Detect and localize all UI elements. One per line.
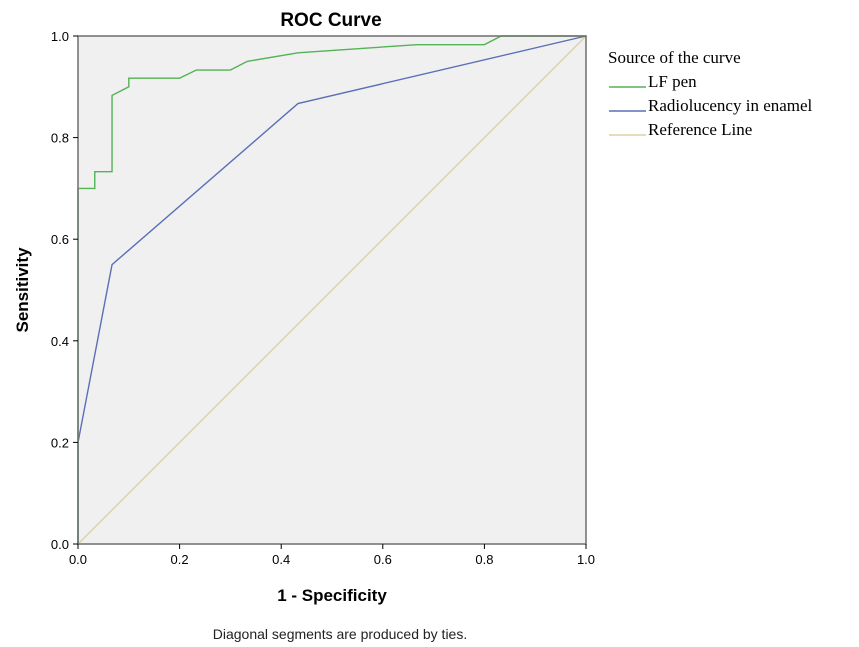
x-tick-label: 0.6 (374, 552, 392, 567)
y-tick-label: 0.2 (51, 435, 69, 450)
y-tick-label: 0.4 (51, 334, 69, 349)
legend-label-lf-pen: LF pen (648, 72, 697, 91)
legend-label-reference-line: Reference Line (648, 120, 752, 139)
y-axis: 0.0 0.2 0.4 0.6 0.8 1.0 (51, 29, 78, 552)
x-tick-label: 0.0 (69, 552, 87, 567)
y-tick-label: 1.0 (51, 29, 69, 44)
x-axis-title: 1 - Specificity (277, 586, 387, 605)
footnote: Diagonal segments are produced by ties. (213, 626, 467, 642)
x-tick-label: 0.8 (475, 552, 493, 567)
x-axis: 0.0 0.2 0.4 0.6 0.8 1.0 (69, 544, 595, 567)
legend-label-radiolucency-in-enamel: Radiolucency in enamel (648, 96, 813, 115)
plot-frame (77, 35, 587, 545)
legend-items: LF pen Radiolucency in enamel Reference Li… (609, 72, 813, 139)
chart-title: ROC Curve (280, 10, 381, 31)
legend-title: Source of the curve (608, 48, 741, 67)
legend: Source of the curve LF pen Radiolucency i… (608, 48, 813, 139)
series-line-lf-pen (77, 35, 586, 544)
y-axis-title: Sensitivity (13, 247, 32, 333)
x-tick-label: 0.2 (171, 552, 189, 567)
series-line-reference-line (77, 35, 587, 545)
y-tick-label: 0.6 (51, 232, 69, 247)
y-tick-label: 0.8 (51, 131, 69, 146)
x-tick-label: 0.4 (272, 552, 290, 567)
y-tick-label: 0.0 (51, 537, 69, 552)
x-tick-label: 1.0 (577, 552, 595, 567)
